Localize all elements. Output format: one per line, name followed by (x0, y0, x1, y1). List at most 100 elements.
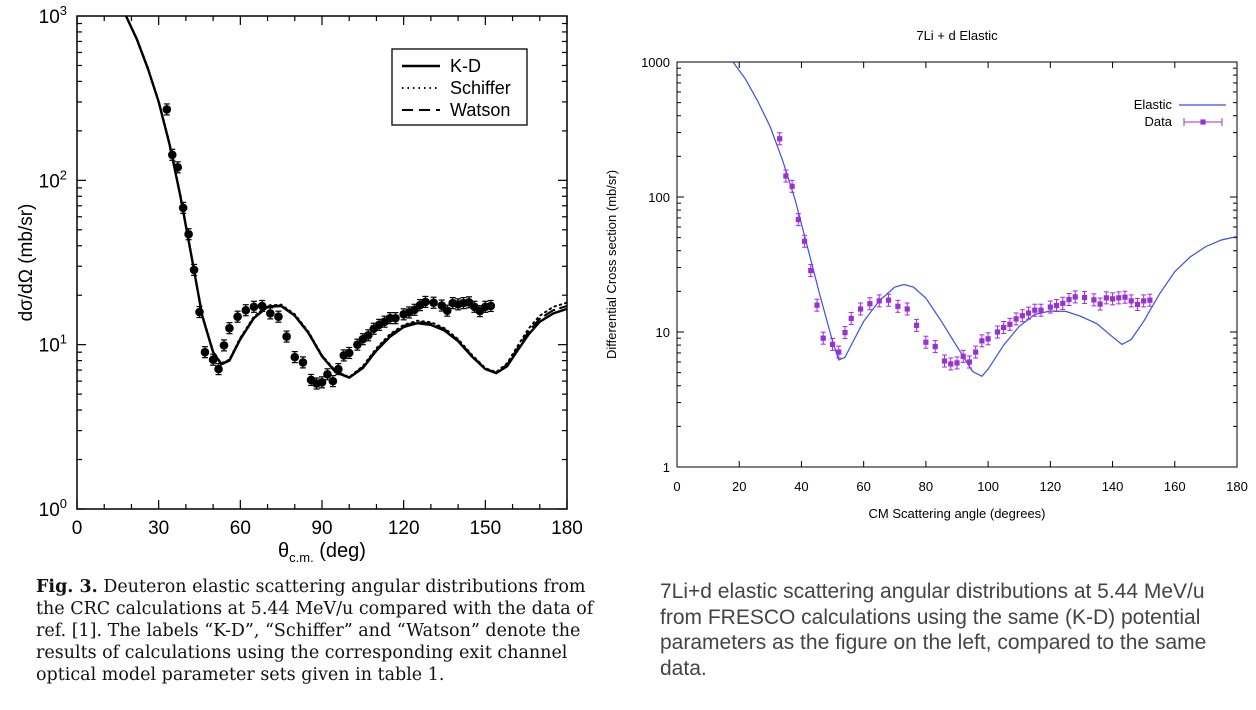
data-point-right (1103, 295, 1109, 301)
data-point-right (948, 361, 954, 367)
series-elastic-curve (732, 62, 1237, 378)
data-point-left (173, 163, 183, 172)
data-point-right (954, 360, 960, 366)
y-tick-label-right: 100 (648, 190, 670, 205)
legend-label-k-d: K-D (450, 56, 481, 76)
data-point-right (985, 336, 991, 342)
x-tick-label-right: 20 (732, 479, 746, 494)
data-point-left (214, 364, 223, 374)
data-point-right (842, 329, 848, 336)
legend-swatch-data-marker (1200, 119, 1206, 125)
data-point-right (848, 315, 854, 322)
data-point-left (162, 105, 172, 114)
data-point-right (1032, 307, 1038, 313)
y-tick-label-left: 102 (39, 167, 67, 192)
x-tick-label-right: 100 (977, 479, 999, 494)
data-point-right (1013, 316, 1019, 322)
data-point-right (1072, 294, 1078, 300)
data-point-right (1109, 296, 1116, 302)
y-tick-label-left: 103 (39, 3, 67, 28)
data-point-right (973, 349, 979, 355)
left-caption-text: Deuteron elastic scattering angular dist… (36, 577, 594, 685)
data-point-left (225, 323, 234, 333)
data-point-right (801, 238, 808, 244)
data-point-left (298, 358, 308, 367)
data-point-right (789, 183, 795, 189)
data-point-left (363, 331, 373, 340)
x-tick-label-left: 150 (469, 518, 501, 539)
y-tick-label-left: 101 (39, 332, 67, 357)
data-point-left (421, 297, 430, 307)
data-point-left (257, 301, 267, 311)
data-point-right (783, 173, 789, 179)
data-point-right (814, 302, 820, 308)
data-point-right (1047, 304, 1053, 310)
right-caption-text: 7Li+d elastic scattering angular distrib… (660, 580, 1207, 680)
data-point-left (265, 309, 275, 318)
x-tick-label-left: 180 (551, 518, 583, 539)
x-tick-label-right: 0 (673, 479, 680, 494)
x-tick-label-right: 40 (794, 479, 808, 494)
data-point-left (274, 312, 283, 321)
data-point-right (932, 343, 938, 350)
data-point-right (1019, 313, 1025, 319)
data-point-left (437, 301, 447, 310)
x-tick-label-right: 120 (1039, 479, 1061, 494)
data-point-left (233, 312, 242, 321)
data-point-right (1038, 307, 1044, 313)
data-point-right (895, 303, 901, 309)
data-point-left (344, 348, 354, 358)
y-tick-label-left: 100 (39, 496, 67, 521)
data-point-right (808, 267, 814, 274)
data-point-right (1053, 302, 1060, 309)
x-axis-label-left: θc.m. (deg) (278, 540, 366, 565)
data-point-left (317, 378, 327, 387)
data-point-right (1128, 298, 1134, 304)
data-point-left (353, 340, 362, 349)
data-point-left (323, 370, 332, 379)
data-point-left (208, 355, 218, 365)
data-point-left (290, 352, 300, 362)
data-point-right (994, 329, 1001, 335)
x-tick-label-left: 90 (311, 518, 332, 539)
data-point-left (442, 306, 452, 315)
data-point-left (328, 376, 338, 386)
right-caption: 7Li+d elastic scattering angular distrib… (660, 579, 1220, 681)
data-point-left (167, 150, 177, 160)
data-point-right (904, 306, 910, 312)
left-caption: Fig. 3. Deuteron elastic scattering angu… (36, 576, 606, 686)
data-point-right (857, 306, 864, 312)
data-point-left (429, 298, 438, 308)
data-point-right (829, 341, 836, 347)
data-point-left (249, 302, 259, 312)
data-point-right (1060, 300, 1066, 306)
data-point-right (1122, 294, 1128, 300)
left-caption-fig-label: Fig. 3. (36, 577, 98, 597)
data-point-left (282, 332, 291, 341)
x-tick-label-right: 140 (1102, 479, 1124, 494)
x-tick-label-right: 180 (1226, 479, 1248, 494)
legend-label-watson: Watson (450, 100, 510, 120)
legend-label-elastic: Elastic (1134, 97, 1173, 112)
data-point-left (391, 313, 400, 323)
chart-left: 0 30 60 90 120 150 180 100 101 102 103 θc.m. (deg) d… (16, 3, 583, 565)
data-point-right (876, 298, 882, 304)
x-tick-label-right: 60 (856, 479, 870, 494)
data-point-right (836, 349, 842, 355)
data-point-left (195, 307, 204, 317)
data-point-left (486, 301, 496, 311)
chart-title-right: 7Li + d Elastic (916, 28, 998, 43)
data-point-right (1147, 297, 1153, 303)
data-point-right (1001, 324, 1007, 331)
data-point-right (913, 322, 920, 328)
data-point-right (777, 136, 783, 142)
x-tick-label-left: 60 (230, 518, 251, 539)
data-point-right (1116, 295, 1122, 301)
x-tick-label-left: 0 (72, 518, 83, 539)
data-point-right (1134, 301, 1141, 308)
y-axis-label-right: Differential Cross section (mb/sr) (606, 170, 619, 359)
data-point-right (820, 335, 826, 341)
data-point-right (1007, 321, 1013, 327)
data-point-right (923, 339, 929, 345)
